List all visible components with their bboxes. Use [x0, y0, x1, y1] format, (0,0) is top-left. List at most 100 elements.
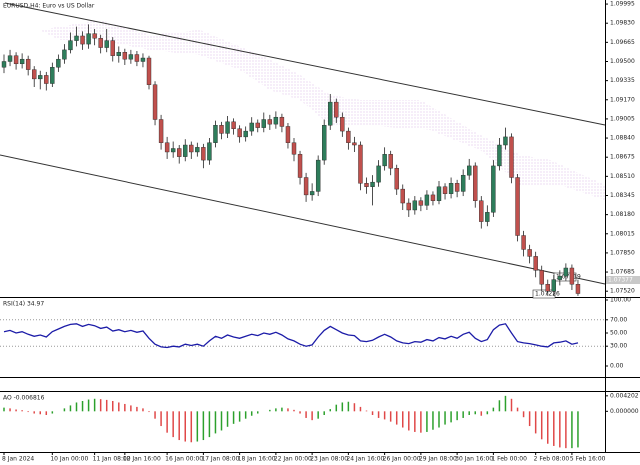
channel-upper — [4, 2, 606, 126]
candle-body — [448, 183, 454, 194]
candle-body — [267, 119, 273, 125]
candle-body — [424, 194, 430, 206]
candle-body — [170, 148, 176, 153]
y-tick-label: 70.00 — [610, 316, 627, 323]
x-tick-label: 2 Feb 08:00 — [534, 456, 570, 463]
candle-body — [557, 275, 563, 280]
candle-body — [340, 116, 345, 132]
candle-body — [334, 101, 339, 118]
candle-body — [364, 183, 369, 187]
candle-body — [358, 144, 363, 184]
candle-body — [249, 122, 254, 132]
y-tick-label: 1.07685 — [610, 269, 635, 276]
y-tick-label: 1.09335 — [610, 77, 635, 84]
candle-body — [430, 194, 436, 201]
candle-body — [201, 147, 206, 161]
candle-body — [303, 177, 309, 196]
x-tick-label: 10 Jan 00:00 — [50, 456, 88, 463]
x-tick-label: 29 Jan 08:00 — [419, 456, 457, 463]
candle-body — [237, 128, 242, 138]
current-price-label: 1.07377 — [608, 277, 633, 284]
candle-body — [207, 142, 212, 161]
candle-body — [68, 40, 73, 51]
y-tick-label: 1.08015 — [610, 230, 635, 237]
candle-body — [545, 284, 550, 292]
candle-body — [515, 177, 520, 236]
candle-body — [285, 126, 291, 143]
candle-body — [442, 186, 448, 194]
x-tick-label: 8 Jan 2024 — [2, 456, 34, 463]
candle-body — [406, 202, 411, 211]
x-tick-label: 26 Jan 00:00 — [383, 456, 421, 463]
candle-body — [569, 267, 575, 285]
candle-body — [74, 35, 79, 41]
candle-body — [152, 84, 158, 120]
candle-body — [527, 249, 532, 257]
candle-body — [158, 119, 164, 143]
candle-body — [497, 144, 502, 167]
candle-body — [128, 54, 134, 60]
candle-body — [485, 212, 490, 222]
candle-body — [322, 125, 327, 161]
candle-body — [104, 40, 109, 48]
candle-body — [382, 154, 387, 167]
x-tick-label: 16 Jan 00:00 — [165, 456, 203, 463]
candle-body — [539, 270, 544, 285]
x-tick-label: 11 Jan 08:00 — [93, 456, 131, 463]
y-tick-label: 1.09665 — [610, 39, 635, 46]
candle-body — [231, 121, 236, 129]
x-tick-label: 23 Jan 08:00 — [310, 456, 348, 463]
current-price-tag — [606, 276, 640, 284]
candle-body — [376, 165, 381, 183]
candle-body — [32, 69, 37, 80]
candle-body — [563, 267, 569, 277]
y-tick-label: 1.09170 — [610, 96, 635, 103]
candle-body — [98, 38, 103, 48]
y-tick-label: 1.07520 — [610, 288, 635, 295]
candle-body — [62, 49, 67, 60]
candle-body — [19, 58, 25, 65]
candle-body — [92, 33, 97, 39]
candle-body — [140, 57, 146, 62]
candle-body — [479, 200, 484, 222]
price-box-label: 1.07519 — [556, 274, 581, 281]
y-tick-label: 0.004202 — [610, 392, 639, 399]
candle-body — [309, 191, 315, 196]
candle-body — [346, 130, 351, 143]
y-tick-label: 1.08675 — [610, 154, 635, 161]
candle-body — [370, 181, 375, 187]
candle-body — [460, 174, 466, 192]
candle-body — [521, 235, 526, 250]
y-tick-label: 1.08345 — [610, 192, 635, 199]
y-tick-label: 1.08510 — [610, 173, 635, 180]
candle-body — [273, 116, 279, 125]
channel-lower — [0, 154, 606, 285]
candle-body — [436, 186, 442, 201]
candle-body — [80, 35, 85, 45]
candle-body — [467, 165, 472, 176]
candle-body — [454, 183, 460, 192]
y-tick-label: 1.08840 — [610, 135, 635, 142]
candle-body — [122, 52, 128, 60]
candle-body — [575, 284, 581, 294]
candle-body — [279, 116, 285, 127]
y-tick-label: 30.00 — [610, 343, 627, 350]
candle-body — [86, 33, 91, 45]
x-tick-label: 22 Jan 00:00 — [274, 456, 312, 463]
candle-body — [503, 136, 508, 146]
candle-body — [388, 154, 393, 169]
candle-body — [261, 119, 266, 128]
y-tick-label: 100.00 — [610, 297, 631, 304]
candle-body — [418, 200, 424, 206]
candle-body — [255, 122, 260, 128]
y-tick-label: 1.09005 — [610, 115, 635, 122]
candle-body — [315, 159, 321, 192]
candle-body — [473, 165, 478, 201]
x-tick-label: 18 Jan 16:00 — [238, 456, 276, 463]
candle-body — [533, 256, 538, 271]
y-tick-label: 1.07850 — [610, 249, 635, 256]
candle-body — [189, 144, 194, 153]
candle-body — [352, 142, 357, 146]
candle-body — [509, 136, 514, 178]
